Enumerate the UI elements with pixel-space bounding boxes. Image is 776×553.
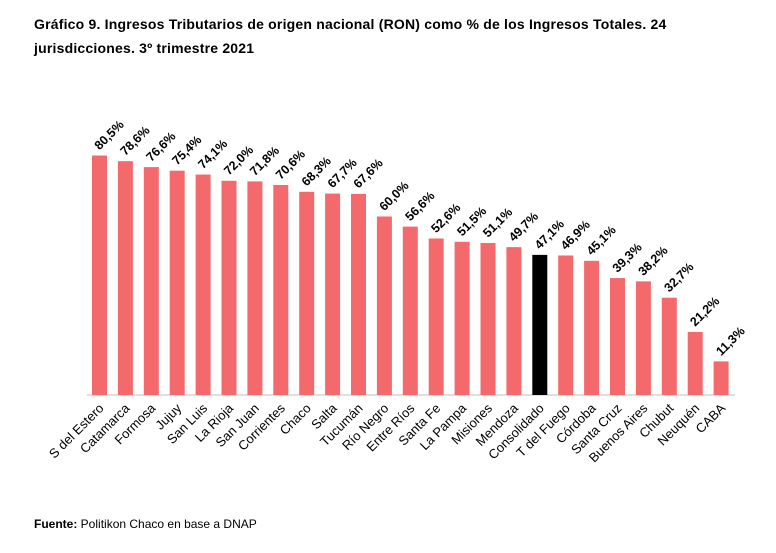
bar-10: [351, 193, 366, 395]
bar-3: [169, 170, 185, 395]
value-label-11: 60,0%: [377, 179, 412, 214]
bar-6: [247, 181, 263, 395]
bar-15: [480, 242, 496, 395]
bar-0: [92, 155, 107, 395]
value-label-10: 67,6%: [351, 156, 386, 191]
source-note: Fuente: Politikon Chaco en base a DNAP: [34, 517, 257, 531]
bar-21: [635, 281, 651, 395]
bar-14: [454, 241, 470, 395]
value-label-23: 21,2%: [687, 294, 722, 329]
source-label: Fuente:: [34, 517, 78, 531]
bar-20: [610, 278, 625, 395]
bar-24: [713, 361, 729, 395]
bar-11: [376, 216, 392, 395]
value-label-12: 56,6%: [403, 189, 438, 224]
bar-12: [402, 226, 418, 395]
chart-title: Gráfico 9. Ingresos Tributarios de orige…: [34, 16, 667, 56]
bar-17: [532, 254, 548, 395]
bar-2: [143, 167, 159, 395]
bar-23: [687, 331, 703, 395]
value-label-24: 11,3%: [713, 324, 747, 358]
bar-18: [558, 255, 574, 395]
category-label-24: CABA: [693, 400, 729, 436]
bar-7: [273, 184, 289, 395]
bar-22: [661, 297, 677, 395]
bar-4: [195, 174, 211, 395]
bar-16: [506, 247, 522, 395]
bar-9: [325, 193, 341, 395]
bar-19: [584, 260, 600, 395]
value-label-22: 32,7%: [662, 260, 697, 295]
bar-5: [221, 180, 237, 395]
source-text: Politikon Chaco en base a DNAP: [77, 517, 257, 531]
bar-8: [299, 191, 315, 395]
bar-13: [428, 238, 444, 395]
bar-1: [117, 161, 133, 395]
